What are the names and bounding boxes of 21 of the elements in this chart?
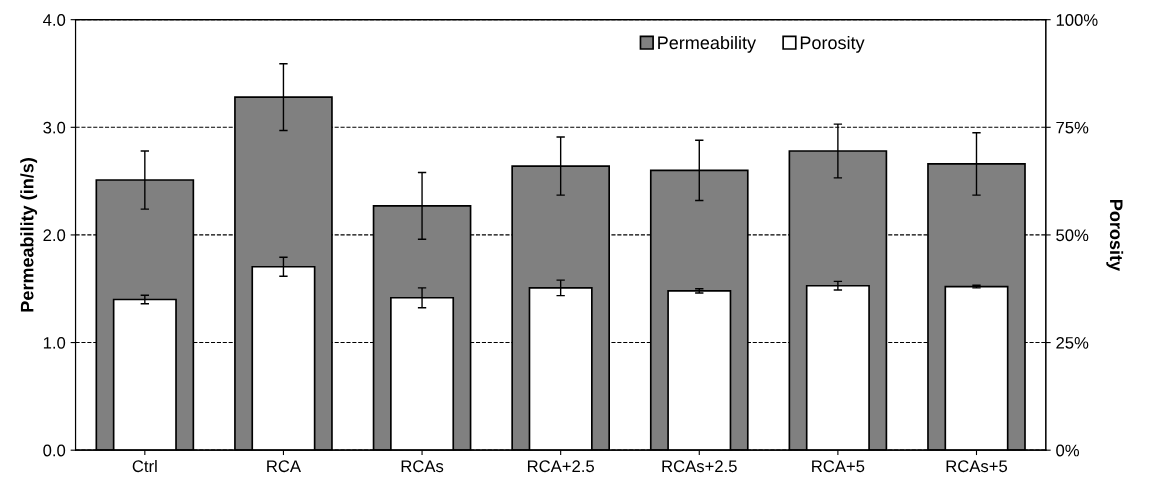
x-tick-label: RCAs+2.5 — [662, 460, 737, 473]
y2-tick-label: 100% — [1056, 14, 1098, 26]
x-tick-label: RCA — [267, 460, 302, 473]
y-tick-label: 3.0 — [43, 121, 66, 134]
x-tick-label: RCA+5 — [812, 460, 865, 473]
y-axis-title: Permeability (in/s) — [20, 158, 38, 312]
y2-axis-title: Porosity — [1106, 200, 1124, 271]
y-tick-label: 0.0 — [43, 444, 66, 457]
y2-tick-label: 0% — [1056, 444, 1080, 457]
x-tick-label: Ctrl — [132, 459, 157, 473]
y-tick-label: 1.0 — [43, 336, 66, 349]
legend-label: Permeability — [658, 35, 757, 53]
y2-tick-label: 25% — [1056, 336, 1089, 349]
x-tick-label: RCAs — [401, 460, 444, 473]
x-tick-label: RCAs+5 — [946, 460, 1008, 473]
y-tick-label: 2.0 — [43, 229, 66, 242]
x-tick-label: RCA+2.5 — [527, 460, 595, 473]
legend-label: Porosity — [800, 35, 865, 53]
y2-tick-label: 75% — [1056, 121, 1089, 134]
y2-tick-label: 50% — [1056, 229, 1089, 242]
y-tick-label: 4.0 — [43, 14, 66, 26]
